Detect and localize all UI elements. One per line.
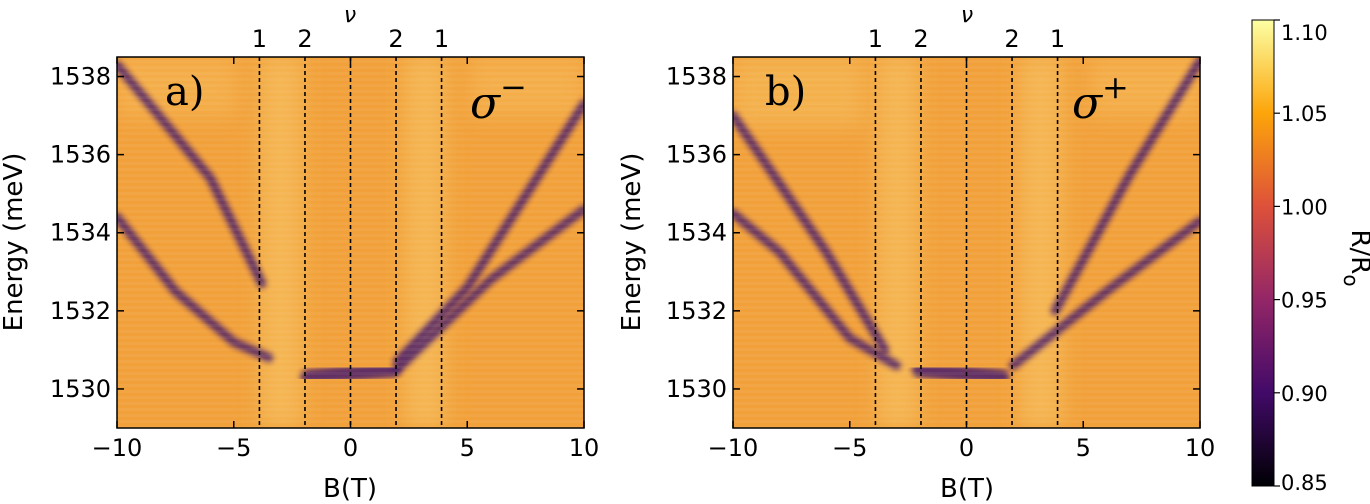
filling-factor-label-a-4: 1 — [434, 25, 449, 53]
filling-factor-label-b-0: 1 — [868, 25, 883, 53]
y-tick-label-b-0: 1530 — [666, 375, 727, 403]
x-tick-label-b-2: 0 — [959, 434, 974, 462]
filling-factor-lines-a — [258, 57, 443, 428]
polarization-sign-b: + — [1102, 68, 1129, 106]
panel-label-b: b) — [765, 69, 806, 115]
x-tick-label-b-0: −10 — [708, 434, 759, 462]
colorbar-tick-label-2: 0.95 — [1281, 289, 1328, 313]
y-ticks-a: 1530 1532 1534 1536 1538 — [50, 63, 584, 403]
y-tick-label-a-3: 1536 — [50, 141, 111, 169]
x-tick-label-b-3: 5 — [1076, 434, 1091, 462]
panel-b: −10 −5 0 5 10 1530 1532 1534 1536 1538 1 2 2 1 ν b)… — [617, 3, 1215, 504]
filling-factor-label-a-0: 1 — [252, 25, 267, 53]
colorbar-tick-label-0: 0.85 — [1281, 471, 1328, 495]
filling-factor-label-b-3: 2 — [1004, 25, 1019, 53]
x-tick-label-a-4: 10 — [569, 434, 600, 462]
colorbar-frame — [1251, 19, 1275, 487]
filling-factor-label-b-4: 1 — [1050, 25, 1065, 53]
colorbar-tick-label-1: 0.90 — [1281, 382, 1328, 406]
colorbar-label: R/Ro — [1339, 229, 1370, 286]
x-tick-label-a-3: 5 — [460, 434, 475, 462]
x-tick-label-b-4: 10 — [1185, 434, 1216, 462]
y-tick-label-b-2: 1534 — [666, 219, 727, 247]
x-ticks-b: −10 −5 0 5 10 — [708, 57, 1216, 462]
x-axis-label-b: B(T) — [940, 474, 994, 504]
y-axis-label-b: Energy (meV) — [617, 153, 647, 332]
y-tick-label-a-0: 1530 — [50, 375, 111, 403]
colorbar: 0.85 0.90 0.95 1.00 1.05 1.10 R/Ro — [1251, 19, 1370, 495]
polarization-symbol-b: σ — [1072, 78, 1104, 129]
y-tick-label-b-4: 1538 — [666, 63, 727, 91]
y-tick-label-b-1: 1532 — [666, 297, 727, 325]
y-tick-label-a-4: 1538 — [50, 63, 111, 91]
panel-a: −10 −5 0 5 10 1530 1532 1534 1536 1538 1 2 2 1 ν a)… — [0, 3, 599, 504]
filling-factor-labels-b: 1 2 2 1 — [868, 25, 1065, 53]
colorbar-ticks: 0.85 0.90 0.95 1.00 1.05 1.10 — [1274, 19, 1328, 495]
polarization-label-b: σ+ — [1072, 68, 1129, 129]
filling-factor-label-b-1: 2 — [913, 25, 928, 53]
colorbar-gradient — [1252, 20, 1274, 486]
x-axis-label-a: B(T) — [323, 474, 377, 504]
x-tick-label-a-0: −10 — [92, 434, 143, 462]
colorbar-tick-label-4: 1.05 — [1281, 102, 1328, 126]
y-tick-label-a-1: 1532 — [50, 297, 111, 325]
x-tick-label-a-2: 0 — [343, 434, 358, 462]
filling-factor-label-a-3: 2 — [388, 25, 403, 53]
nu-label-b: ν — [961, 3, 973, 28]
y-tick-label-b-3: 1536 — [666, 141, 727, 169]
x-tick-label-b-1: −5 — [832, 434, 867, 462]
panel-label-a: a) — [165, 69, 204, 115]
filling-factor-lines-b — [874, 57, 1059, 428]
colorbar-label-subscript: o — [1339, 274, 1363, 286]
nu-label-a: ν — [344, 3, 356, 28]
polarization-label-a: σ− — [470, 68, 527, 129]
y-tick-label-a-2: 1534 — [50, 219, 111, 247]
colorbar-label-text: R/R — [1345, 229, 1370, 274]
filling-factor-label-a-1: 2 — [297, 25, 312, 53]
polarization-sign-a: − — [500, 68, 527, 106]
colorbar-tick-label-3: 1.00 — [1281, 195, 1328, 219]
colorbar-tick-label-5: 1.10 — [1281, 21, 1328, 45]
y-axis-label-a: Energy (meV) — [0, 153, 29, 332]
polarization-symbol-a: σ — [470, 78, 502, 129]
x-ticks-a: −10 −5 0 5 10 — [92, 57, 600, 462]
x-tick-label-a-1: −5 — [216, 434, 251, 462]
filling-factor-labels-a: 1 2 2 1 — [252, 25, 449, 53]
y-ticks-b: 1530 1532 1534 1536 1538 — [666, 63, 1200, 403]
